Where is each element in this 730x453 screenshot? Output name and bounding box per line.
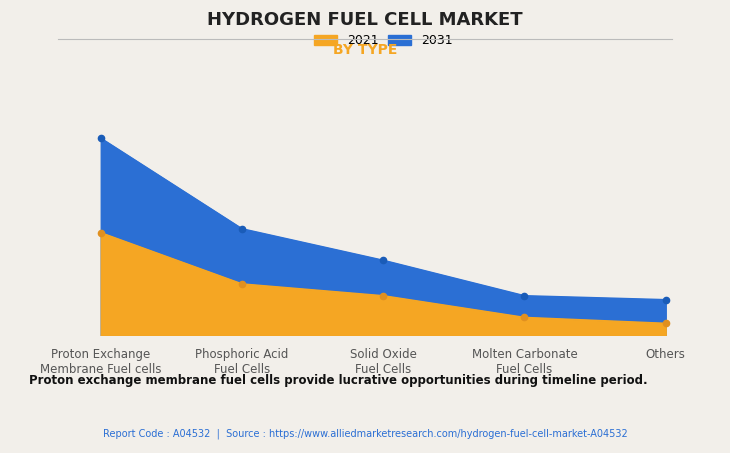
Text: Report Code : A04532  |  Source : https://www.alliedmarketresearch.com/hydrogen-: Report Code : A04532 | Source : https://… <box>103 428 627 439</box>
Text: Proton exchange membrane fuel cells provide lucrative opportunities during timel: Proton exchange membrane fuel cells prov… <box>29 374 648 387</box>
Legend: 2021, 2031: 2021, 2031 <box>309 29 458 52</box>
Text: HYDROGEN FUEL CELL MARKET: HYDROGEN FUEL CELL MARKET <box>207 11 523 29</box>
Text: BY TYPE: BY TYPE <box>333 43 397 57</box>
